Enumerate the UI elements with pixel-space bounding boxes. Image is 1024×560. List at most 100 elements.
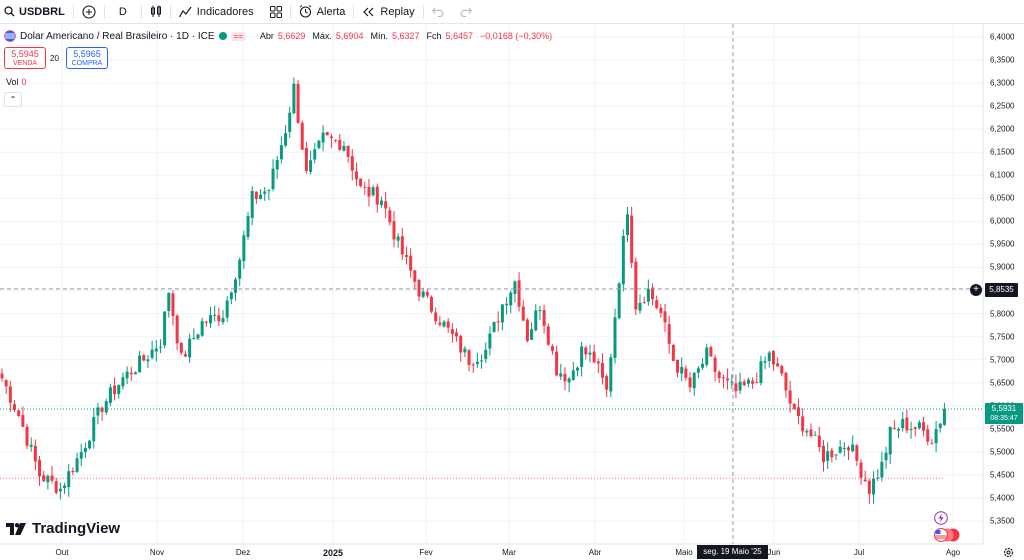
symbol-title[interactable]: Dolar Americano / Real Brasileiro · 1D ·… — [20, 30, 215, 42]
replay-label: Replay — [380, 5, 415, 18]
candle-body — [488, 333, 492, 349]
price-tick-label: 5,9500 — [990, 239, 1015, 249]
candle-body — [396, 236, 400, 241]
candle-body — [897, 428, 901, 431]
candle-body — [563, 373, 567, 382]
candle-body — [300, 122, 304, 150]
candle-body — [600, 362, 604, 378]
price-tick-label: 6,3000 — [990, 78, 1015, 88]
candle-body — [847, 447, 851, 451]
candle-body — [655, 300, 659, 308]
candle-body — [538, 310, 542, 312]
price-tick-label: 6,1000 — [990, 170, 1015, 180]
alert-button[interactable]: Alerta — [291, 0, 354, 24]
candle-body — [484, 349, 488, 359]
candle-body — [8, 386, 12, 403]
price-tick-label: 6,1500 — [990, 147, 1015, 157]
candle-body — [913, 427, 917, 429]
us-flag-events-icon[interactable] — [934, 528, 960, 542]
candle-body — [217, 315, 221, 322]
candle-body — [213, 314, 217, 316]
add-alert-plus-icon[interactable]: + — [970, 284, 982, 296]
sell-button[interactable]: 5,5945 VENDA — [4, 47, 46, 69]
candle-body — [726, 378, 730, 381]
candle-body — [179, 342, 183, 353]
candle-body — [46, 475, 50, 483]
undo-button[interactable] — [424, 0, 452, 24]
candle-body — [575, 367, 579, 371]
candle-body — [480, 360, 484, 362]
grid-icon — [269, 5, 282, 18]
candle-body — [125, 371, 129, 379]
candle-body — [688, 377, 692, 388]
candle-body — [259, 194, 263, 200]
candle-body — [584, 347, 588, 355]
settings-gear-icon[interactable] — [1003, 547, 1014, 558]
candle-body — [209, 314, 212, 324]
candle-body — [663, 311, 667, 323]
templates-button[interactable] — [262, 0, 290, 24]
tradingview-logo[interactable]: TradingView — [6, 520, 120, 537]
symbol-search[interactable]: USDBRL — [0, 0, 73, 24]
candle-body — [530, 329, 534, 340]
candle-body — [79, 452, 83, 459]
candle-body — [805, 430, 809, 433]
candle-body — [242, 235, 246, 262]
candle-body — [54, 481, 58, 493]
candle-body — [492, 321, 496, 332]
candle-body — [521, 306, 525, 321]
candle-body — [813, 434, 817, 436]
candle-body — [742, 381, 746, 386]
candle-body — [942, 408, 946, 425]
candle-body — [450, 329, 454, 335]
candle-body — [776, 363, 780, 367]
candle-body — [817, 435, 821, 447]
last-price-value: 5,5931 — [991, 404, 1017, 413]
candle-body — [63, 485, 67, 488]
candle-body — [834, 454, 838, 456]
candle-body — [188, 338, 192, 358]
price-tick-label: 5,3500 — [990, 516, 1015, 526]
candle-body — [630, 215, 634, 263]
chart-type-button[interactable] — [142, 0, 170, 24]
price-tick-label: 5,5500 — [990, 424, 1015, 434]
buy-button[interactable]: 5,5965 COMPRA — [66, 47, 108, 69]
candle-body — [550, 346, 554, 351]
candle-body — [559, 373, 563, 377]
candle-body — [455, 332, 459, 337]
price-tick-label: 5,7000 — [990, 355, 1015, 365]
candle-body — [375, 186, 379, 205]
candle-body — [767, 352, 771, 362]
candle-body — [617, 283, 621, 319]
add-symbol-icon — [82, 4, 96, 19]
candle-body — [580, 346, 584, 368]
candle-body — [75, 458, 79, 472]
candle-body — [667, 324, 671, 344]
symbol-label: USDBRL — [19, 5, 65, 18]
candle-body — [67, 471, 71, 487]
candle-body — [50, 475, 54, 481]
redo-button[interactable] — [452, 0, 480, 24]
candle-body — [680, 367, 684, 374]
candle-body — [872, 478, 876, 495]
replay-button[interactable]: Replay — [354, 0, 422, 24]
price-tick-label: 5,6500 — [990, 378, 1015, 388]
candle-body — [646, 288, 650, 302]
indicators-button[interactable]: Indicadores — [171, 0, 262, 24]
data-badge[interactable]: == — [230, 31, 246, 41]
candle-body — [626, 214, 629, 235]
candle-body — [471, 364, 475, 366]
alert-label: Alerta — [316, 5, 346, 18]
time-tick-label: Nov — [149, 548, 165, 557]
divider — [289, 4, 291, 19]
candle-body — [755, 382, 759, 384]
candle-body — [234, 279, 238, 293]
candle-body — [129, 372, 133, 375]
interval-button[interactable]: D — [105, 0, 141, 24]
lightning-icon[interactable] — [934, 511, 948, 525]
compare-button[interactable] — [74, 0, 104, 24]
candle-body — [58, 488, 62, 492]
high-label: Máx. — [312, 31, 332, 41]
collapse-legend-button[interactable]: ⌃ — [4, 92, 22, 107]
